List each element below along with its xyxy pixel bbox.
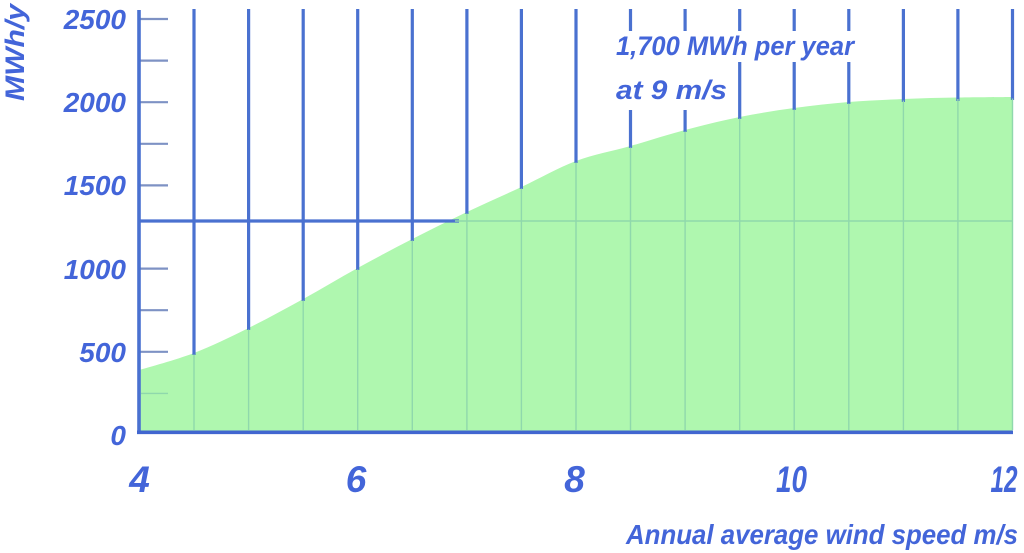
svg-text:4: 4 — [128, 459, 150, 500]
svg-text:500: 500 — [79, 337, 126, 368]
svg-text:10: 10 — [776, 459, 807, 500]
svg-text:2000: 2000 — [63, 87, 127, 118]
svg-text:12: 12 — [991, 459, 1018, 500]
svg-text:2500: 2500 — [63, 4, 127, 35]
svg-text:1,700 MWh per year: 1,700 MWh per year — [616, 31, 855, 61]
svg-text:MWh/y: MWh/y — [0, 2, 30, 101]
svg-text:1000: 1000 — [64, 254, 127, 285]
svg-text:6: 6 — [346, 459, 367, 500]
svg-text:at 9 m/s: at 9 m/s — [616, 75, 727, 105]
svg-text:1500: 1500 — [64, 170, 127, 201]
svg-text:0: 0 — [110, 420, 126, 451]
svg-text:Annual average wind speed m/s: Annual average wind speed m/s — [625, 519, 1018, 550]
svg-text:8: 8 — [564, 459, 585, 500]
